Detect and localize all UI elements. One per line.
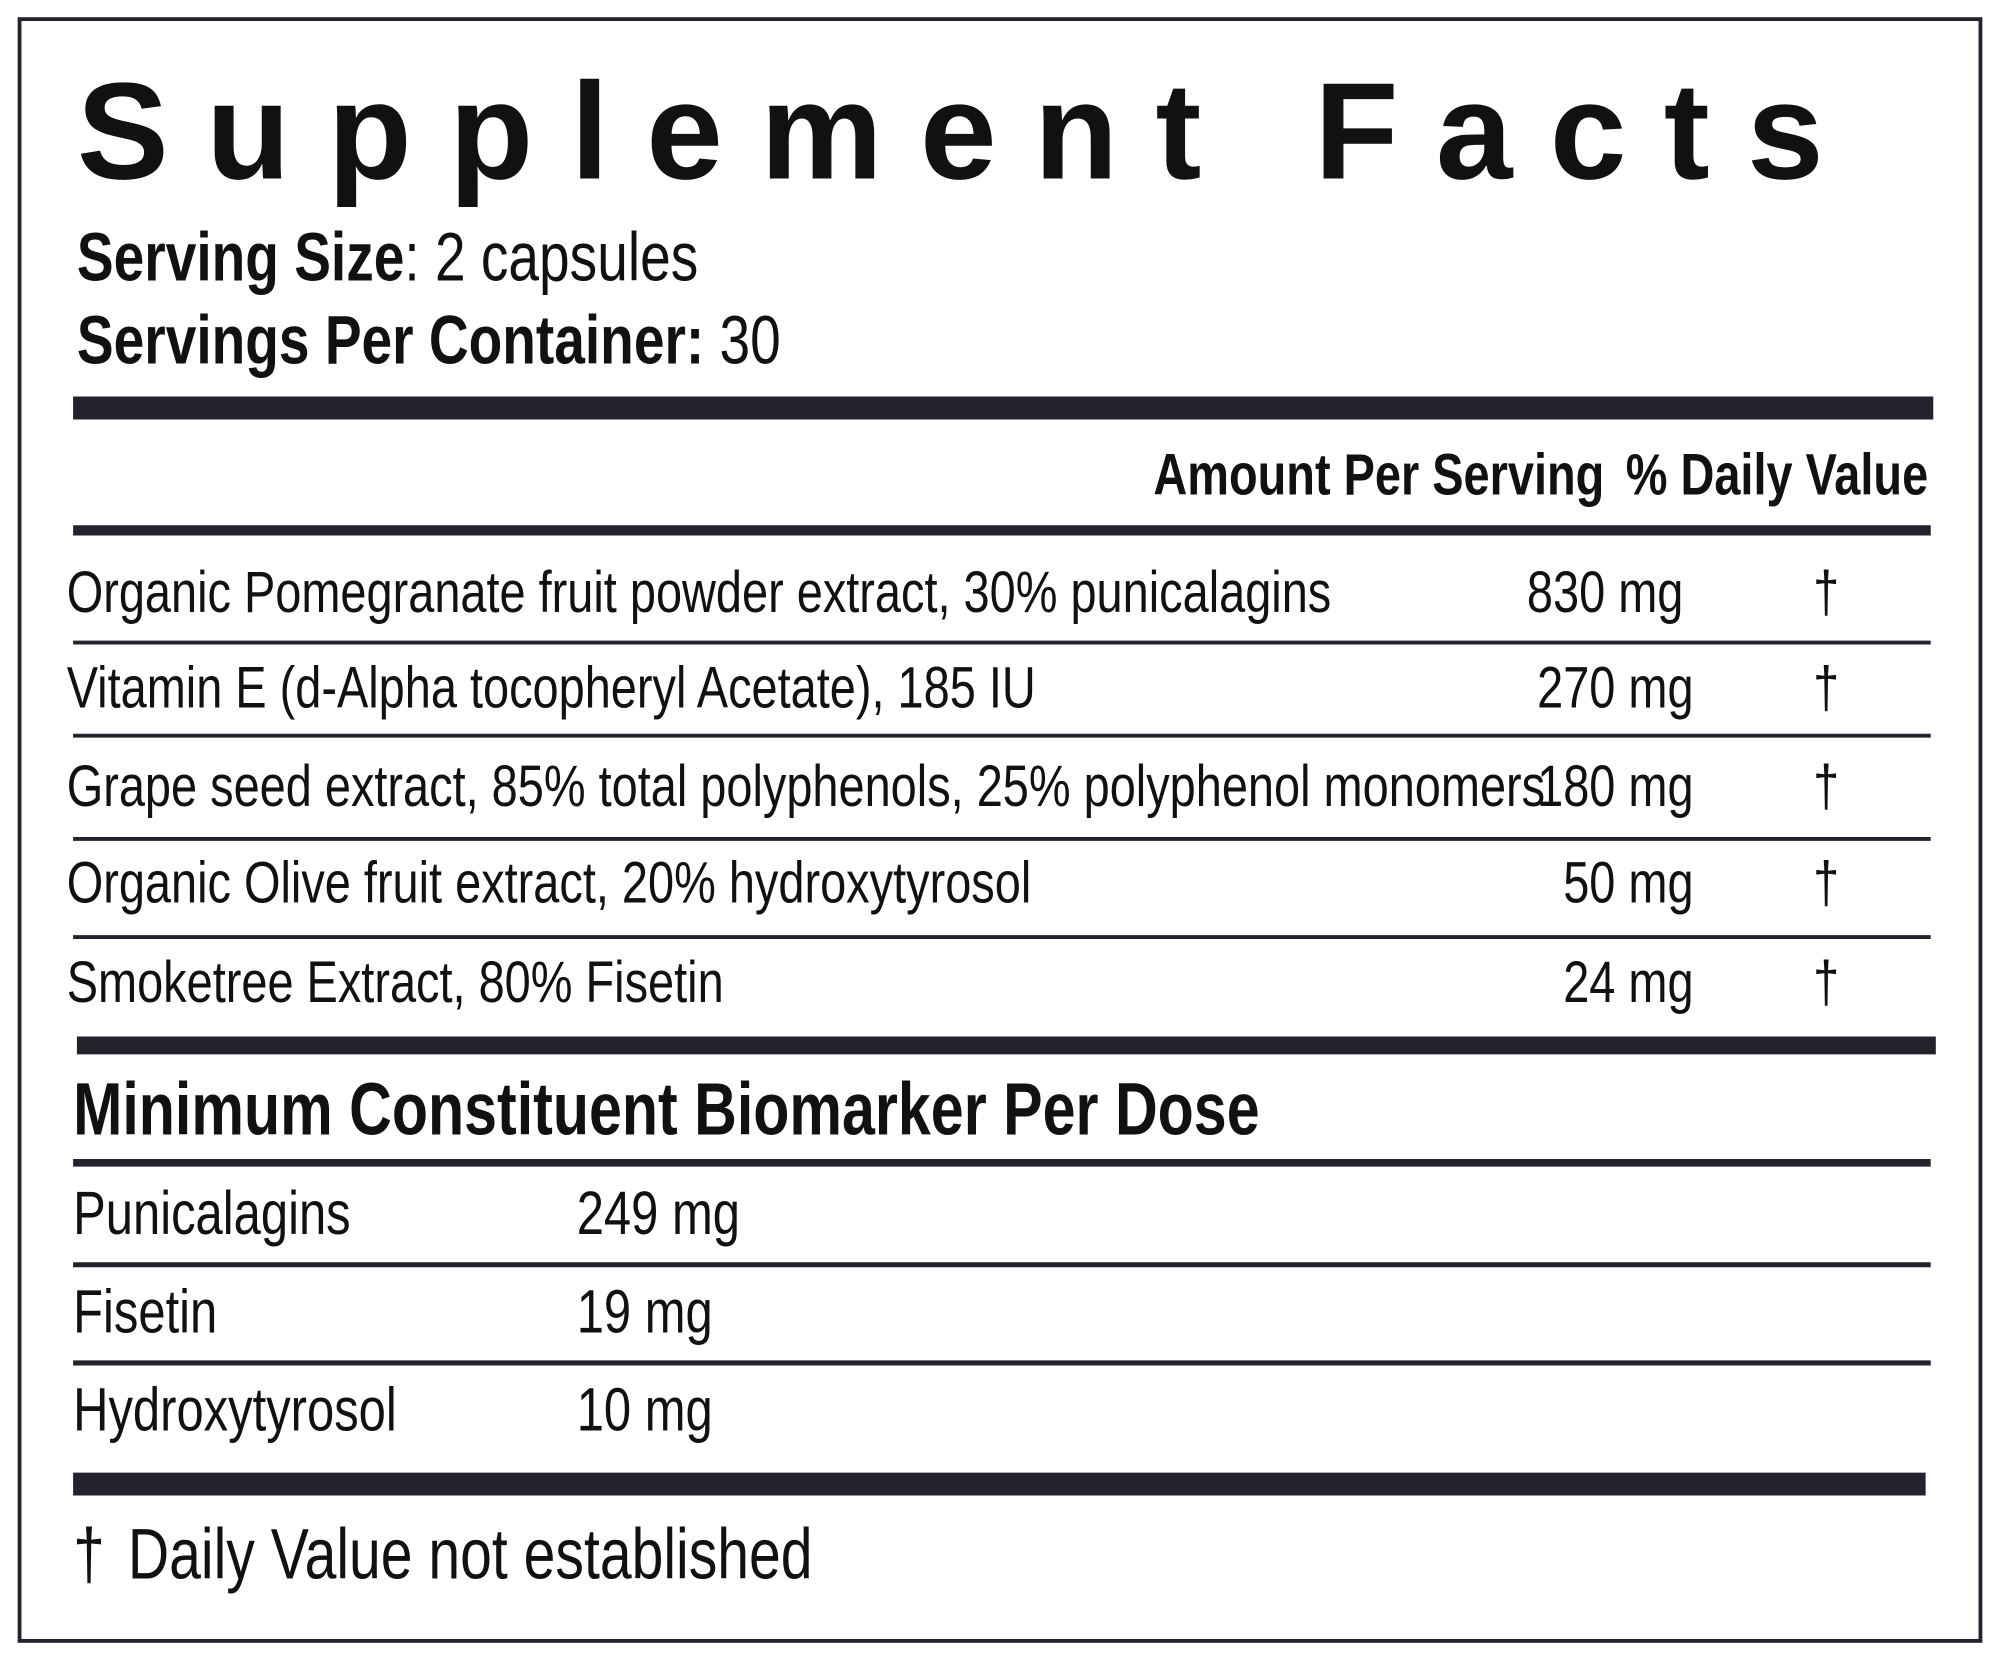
biomarker-amount: 10 mg: [577, 1375, 713, 1443]
footnote-symbol: †: [73, 1513, 105, 1594]
ingredient-amount: 270 mg: [1537, 656, 1693, 721]
footnote-text: Daily Value not established: [128, 1513, 813, 1594]
amount-header: Amount Per Serving: [1153, 443, 1604, 508]
servings-per-container-value: 30: [720, 303, 781, 379]
serving-size-value: : 2 capsules: [404, 220, 698, 296]
daily-value-header: % Daily Value: [1626, 443, 1928, 508]
biomarker-name: Fisetin: [73, 1277, 217, 1345]
ingredient-amount: 50 mg: [1563, 851, 1693, 916]
ingredient-name: Vitamin E (d-Alpha tocopheryl Acetate), …: [67, 656, 1036, 721]
biomarker-name: Hydroxytyrosol: [73, 1375, 397, 1443]
ingredient-name: Grape seed extract, 85% total polyphenol…: [67, 754, 1545, 819]
ingredient-daily-value: †: [1813, 754, 1839, 819]
ingredient-name: Smoketree Extract, 80% Fisetin: [67, 950, 724, 1015]
title: Supplement Facts: [77, 54, 1824, 208]
ingredient-name: Organic Olive fruit extract, 20% hydroxy…: [67, 851, 1032, 916]
ingredient-daily-value: †: [1813, 950, 1839, 1015]
biomarker-amount: 249 mg: [577, 1179, 740, 1247]
servings-per-container-label: Servings Per Container:: [77, 303, 704, 379]
ingredient-amount: 830 mg: [1527, 560, 1683, 625]
serving-size-label: Serving Size: [77, 220, 404, 296]
ingredient-name: Organic Pomegranate fruit powder extract…: [67, 560, 1332, 625]
ingredient-amount: 180 mg: [1537, 754, 1693, 819]
biomarker-amount: 19 mg: [577, 1277, 713, 1345]
ingredient-daily-value: †: [1813, 560, 1839, 625]
panel-border: [17, 17, 1983, 1643]
ingredient-daily-value: †: [1813, 656, 1839, 721]
ingredient-daily-value: †: [1813, 851, 1839, 916]
biomarker-title: Minimum Constituent Biomarker Per Dose: [73, 1068, 1260, 1151]
biomarker-name: Punicalagins: [73, 1179, 351, 1247]
ingredient-amount: 24 mg: [1563, 950, 1693, 1015]
